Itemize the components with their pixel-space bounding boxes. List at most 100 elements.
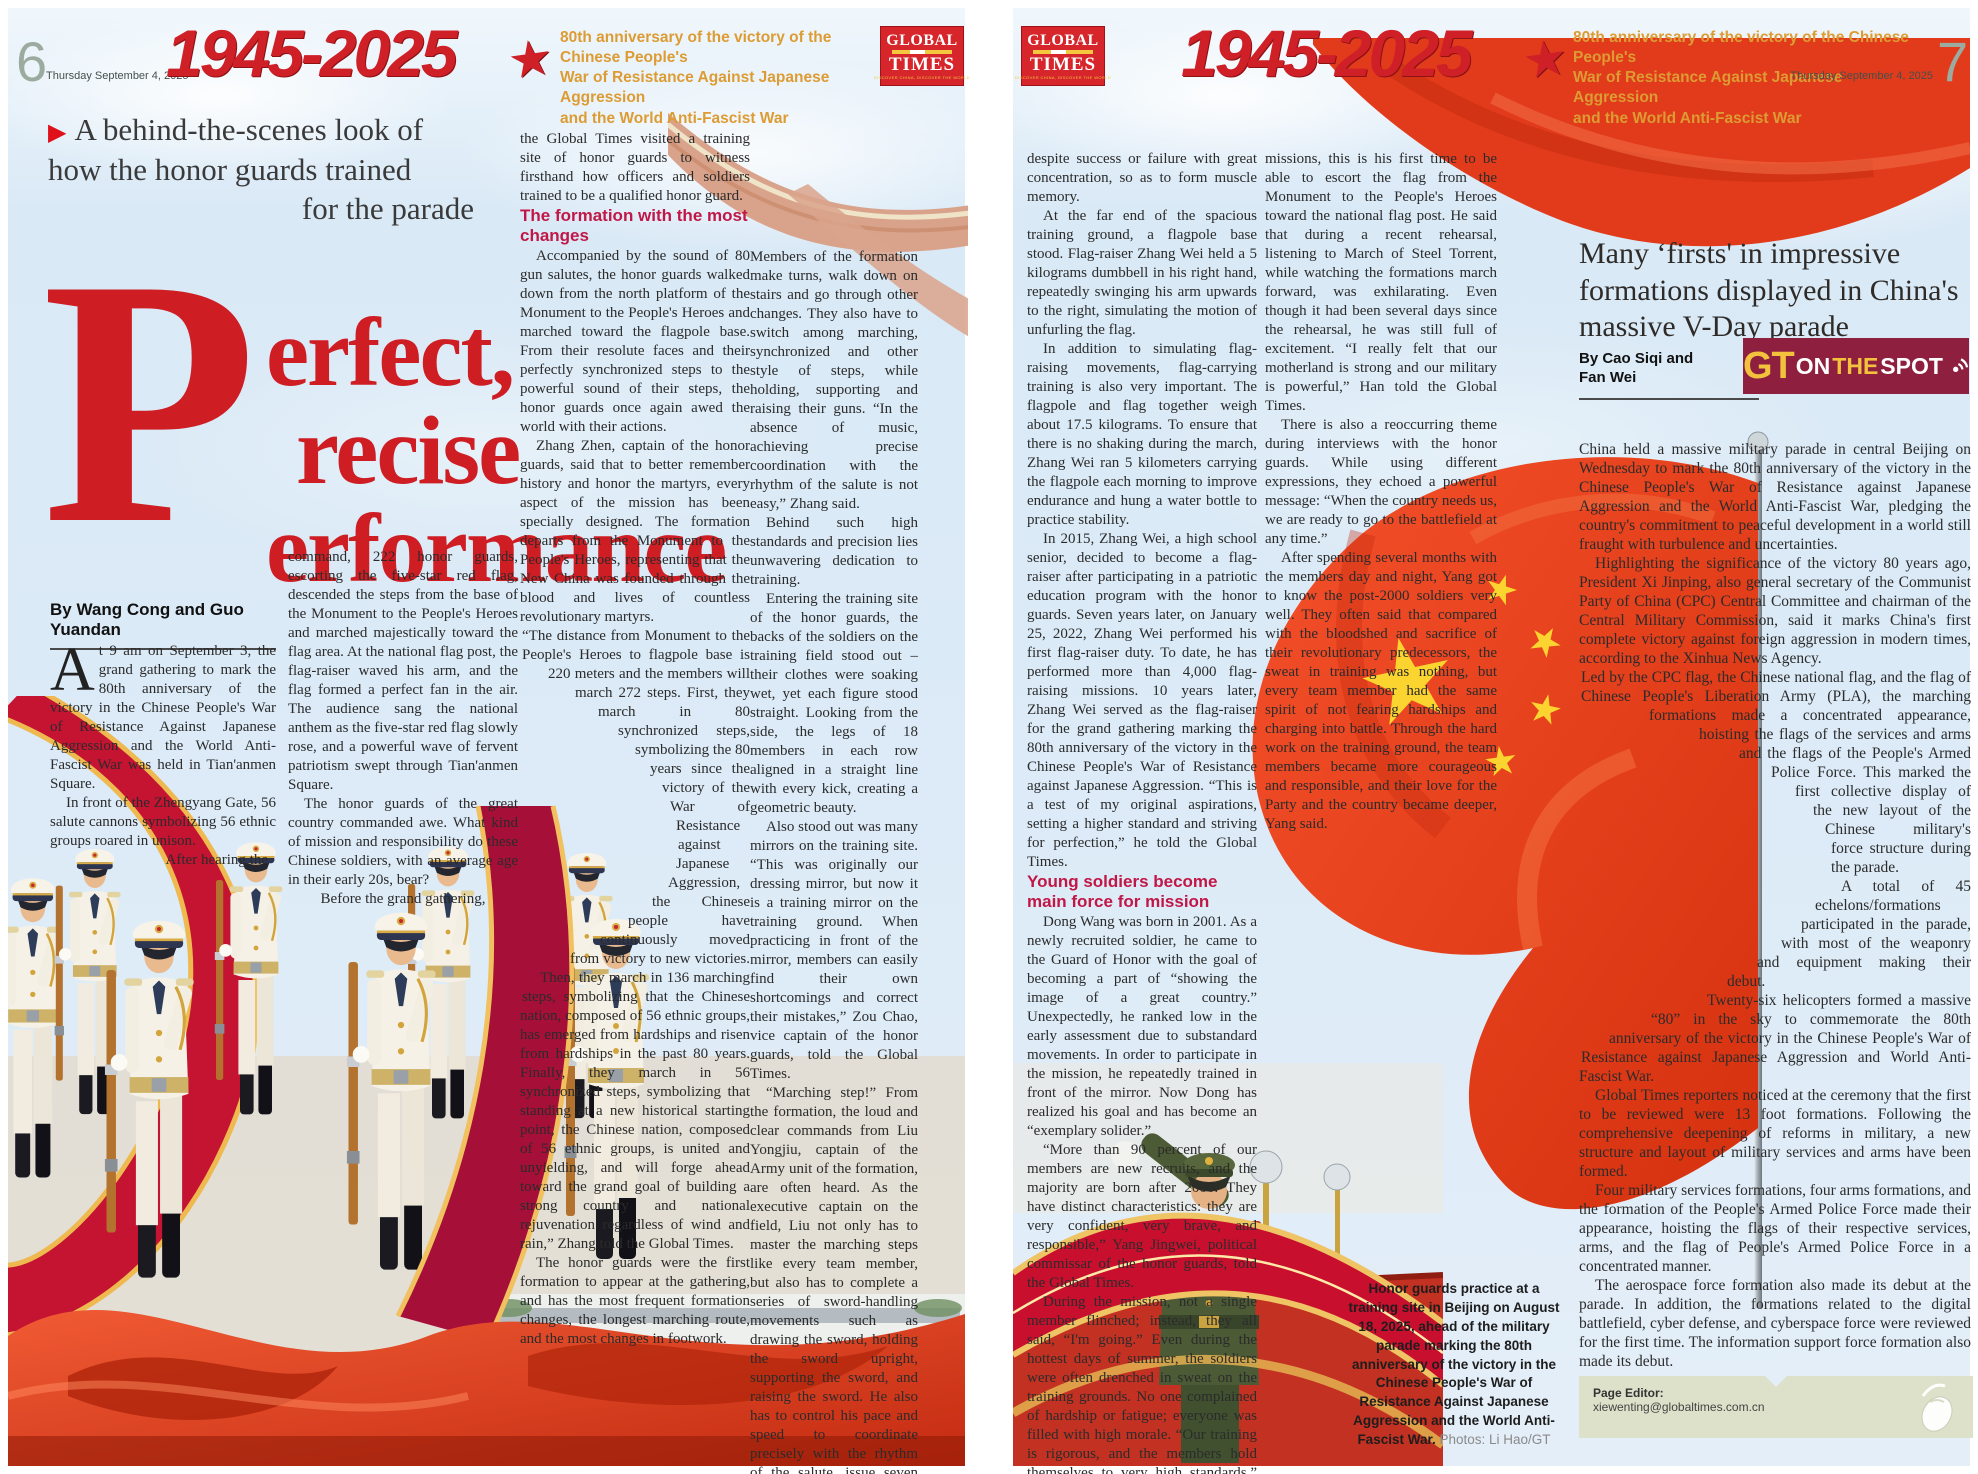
kicker-line: how the honor guards trained [48, 151, 412, 187]
section-heading: The formation with the most changes [520, 206, 748, 246]
paragraph: missions, this is his first time to be a… [1265, 151, 1497, 414]
article-column-4: Members of the formation make turns, wal… [750, 248, 918, 1474]
byline: By Wang Cong and Guo Yuandan [50, 600, 276, 650]
article-column-5: despite success or failure with great co… [1027, 150, 1257, 1474]
logo-the: THE [1832, 352, 1879, 379]
page-6: 6 Thursday September 4, 2025 1945-2025 ★… [8, 8, 970, 1474]
paragraph: After hearing the [165, 852, 268, 868]
logo-on: ON [1795, 352, 1831, 379]
kicker-line: ▶ A behind-the-scenes look of [48, 112, 424, 147]
paragraph: “Marching step!” From the formation, the… [750, 1085, 918, 1474]
logo-tagline: DISCOVER CHINA, DISCOVER THE WORLD [873, 74, 971, 80]
paragraph: Four military services formations, four … [1579, 1182, 1971, 1275]
anniversary-line: War of Resistance Against Japanese Aggre… [560, 69, 830, 107]
paragraph: In 2015, Zhang Wei, a high school senior… [1027, 531, 1257, 870]
paragraph: Zhang Zhen, captain of the honor guards,… [520, 437, 750, 625]
banner-years: 1945-2025 [1181, 16, 1473, 90]
red-star-icon: ★ [1519, 28, 1572, 90]
paragraph: After spending several months with the m… [1265, 550, 1497, 832]
dropcap: A [50, 636, 95, 704]
paragraph: The honor guards were the first formatio… [520, 1254, 750, 1347]
headline-dropcap: P [42, 207, 258, 597]
paragraph: The aerospace force formation also made … [1579, 1277, 1971, 1370]
vday-article-body: China held a massive military parade in … [1579, 440, 1971, 1371]
paragraph: Highlighting the significance of the vic… [1579, 555, 1971, 667]
headline-word: erfect, [266, 299, 515, 406]
article-column-2: command, 222 honor guards, escorting the… [288, 548, 518, 909]
logo-text-global: GLOBAL [886, 31, 958, 49]
banner-years: 1945-2025 [166, 16, 458, 90]
honor-guards-photo [8, 696, 965, 1466]
paragraph: China held a massive military parade in … [1579, 441, 1971, 553]
paragraph: the Global Times visited a training site… [520, 131, 750, 204]
page-number: 6 [16, 30, 48, 93]
anniversary-line: 80th anniversary of the victory of the C… [560, 29, 832, 67]
page-editor-email: xiewenting@globaltimes.com.cn [1593, 1400, 1765, 1414]
logo-bar [1033, 49, 1093, 54]
red-star-icon: ★ [504, 28, 557, 90]
section-heading: Young soldiers become main force for mis… [1027, 872, 1218, 912]
anniversary-blurb: 80th anniversary of the victory of the C… [560, 28, 890, 129]
paragraph: Behind such high standards and precision… [750, 515, 918, 588]
paragraph: There is also a reoccurring theme during… [1265, 417, 1497, 547]
anniversary-line: 80th anniversary of the victory of the C… [1573, 29, 1909, 67]
article-column-3: the Global Times visited a training site… [520, 130, 750, 1349]
kicker: ▶ A behind-the-scenes look of how the hon… [48, 110, 488, 229]
byline-line: By Cao Siqi and [1579, 350, 1694, 367]
ribbon-decoration [1013, 1212, 1443, 1449]
article-column-6: missions, this is his first time to be a… [1265, 150, 1497, 834]
logo-text-times: TIMES [1029, 53, 1097, 75]
red-triangle-icon: ▶ [48, 119, 67, 146]
anniversary-blurb: 80th anniversary of the victory of the C… [1573, 28, 1913, 129]
sound-waves-icon [1952, 358, 1969, 373]
logo-gt: GT [1743, 344, 1795, 387]
logo-text-global: GLOBAL [1027, 31, 1099, 49]
gt-onthespot-logo: GT ON THE SPOT [1743, 338, 1969, 394]
flag-fabric-decoration [1313, 38, 1970, 247]
global-times-logo: GLOBAL TIMES DISCOVER CHINA, DISCOVER TH… [1015, 26, 1111, 86]
logo-spot: SPOT [1880, 352, 1943, 379]
paragraph: In front of the Zhengyang Gate, 56 salut… [50, 795, 276, 849]
photo-credit: Photos: Li Hao/GT [1439, 1432, 1551, 1448]
anniversary-line: and the World Anti-Fascist War [1573, 109, 1802, 127]
vday-headline: Many ‘firsts' in impressive formations d… [1579, 237, 1959, 344]
logo-tagline: DISCOVER CHINA, DISCOVER THE WORLD [1014, 74, 1112, 80]
paragraph: Dong Wang was born in 2001. As a newly r… [1027, 913, 1257, 1139]
paragraph: Before the grand gathering, [320, 891, 486, 907]
caption-text: Honor guards practice at a training site… [1348, 1281, 1560, 1448]
paragraph: At the far end of the spacious training … [1027, 208, 1257, 338]
paragraph: The honor guards of the great country co… [288, 796, 518, 888]
global-times-logo: GLOBAL TIMES DISCOVER CHINA, DISCOVER TH… [874, 26, 970, 86]
anniversary-line: War of Resistance Against Japanese Aggre… [1573, 69, 1843, 107]
page-number: 7 [1937, 30, 1969, 93]
page-editor-box: Page Editor: xiewenting@globaltimes.com.… [1579, 1375, 1973, 1438]
kicker-line: for the parade [301, 191, 474, 227]
byline-line: Fan Wei [1579, 368, 1637, 386]
dateline: Thursday September 4, 2025 [1790, 70, 1933, 82]
paragraph: Led by the CPC flag, the Chinese nationa… [1581, 669, 1971, 876]
headline-word: erformance [266, 495, 727, 602]
photo-caption: Honor guards practice at a training site… [1343, 1280, 1565, 1450]
page-7: GLOBAL TIMES DISCOVER CHINA, DISCOVER TH… [1013, 8, 1973, 1474]
paragraph: A total of 45 echelons/formations partic… [1727, 878, 1971, 990]
paragraph: Entering the training site of the honor … [750, 591, 918, 816]
anniversary-line: and the World Anti-Fascist War [560, 109, 789, 127]
headline-word: recise [296, 397, 521, 504]
ribbon-decoration [668, 112, 968, 337]
national-flag-photo [1252, 431, 1769, 1308]
logo-text-times: TIMES [888, 53, 956, 75]
paragraph: command, 222 honor guards, escorting the… [288, 549, 518, 793]
paragraph: Accompanied by the sound of 80 gun salut… [520, 247, 750, 435]
paragraph: “More than 90 percent of our members are… [1027, 1141, 1257, 1291]
saluting-soldier-photo [1013, 1063, 1443, 1466]
vday-byline: By Cao Siqi and Fan Wei [1579, 350, 1759, 400]
paragraph: Twenty-six helicopters formed a massive … [1579, 992, 1971, 1085]
page-editor-label: Page Editor: [1593, 1386, 1664, 1400]
paragraph: despite success or failure with great co… [1027, 151, 1257, 205]
dateline: Thursday September 4, 2025 [46, 70, 189, 82]
paragraph: Also stood out was many mirrors on the t… [750, 819, 918, 1082]
logo-bar [892, 49, 952, 54]
paragraph: Global Times reporters noticed at the ce… [1579, 1087, 1971, 1180]
